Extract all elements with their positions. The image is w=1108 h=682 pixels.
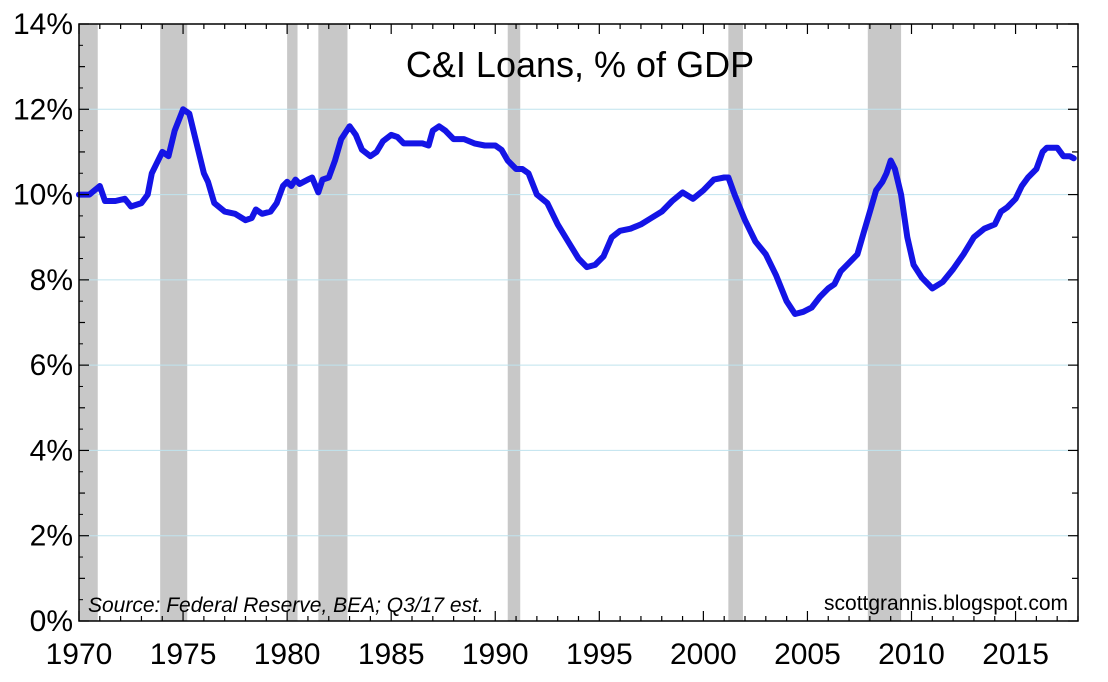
axis-ticks (78, 23, 1079, 622)
chart-title: C&I Loans, % of GDP (406, 44, 754, 85)
y-tick-label: 8% (30, 264, 73, 297)
recession-bands (79, 24, 902, 621)
x-tick-label: 1975 (150, 638, 217, 671)
x-tick-label: 1985 (358, 638, 425, 671)
recession-band-6 (867, 24, 902, 621)
y-tick-label: 0% (30, 605, 73, 638)
x-tick-label: 1995 (566, 638, 633, 671)
x-tick-label: 1970 (46, 638, 113, 671)
x-tick-label: 2000 (670, 638, 737, 671)
x-tick-label: 2005 (774, 638, 841, 671)
x-tick-label: 2015 (982, 638, 1049, 671)
recession-band-4 (507, 24, 521, 621)
series-line-0 (76, 106, 1077, 317)
y-tick-label: 12% (13, 93, 73, 126)
recession-band-2 (287, 24, 298, 621)
y-tick-label: 10% (13, 179, 73, 212)
y-tick-labels: 0% 2% 4% 6% 8% 10% 12% 14% (13, 8, 73, 638)
y-tick-label: 4% (30, 434, 73, 467)
recession-band-1 (160, 24, 188, 621)
chart-source-note: Source: Federal Reserve, BEA; Q3/17 est. (88, 594, 484, 617)
chart-credit: scottgrannis.blogspot.com (824, 592, 1068, 615)
recession-band-0 (79, 24, 98, 621)
recession-band-5 (728, 24, 743, 621)
x-tick-labels: 1970 1975 1980 1985 1990 1995 2000 2005 2010 2015 (46, 638, 1049, 671)
x-tick-label: 1980 (254, 638, 321, 671)
gridlines (79, 108, 1078, 537)
y-tick-label: 6% (30, 349, 73, 382)
y-tick-label: 14% (13, 8, 73, 41)
series-lines (76, 106, 1077, 317)
x-tick-label: 2010 (878, 638, 945, 671)
y-tick-label: 2% (30, 520, 73, 553)
x-tick-label: 1990 (462, 638, 529, 671)
recession-band-3 (318, 24, 348, 621)
